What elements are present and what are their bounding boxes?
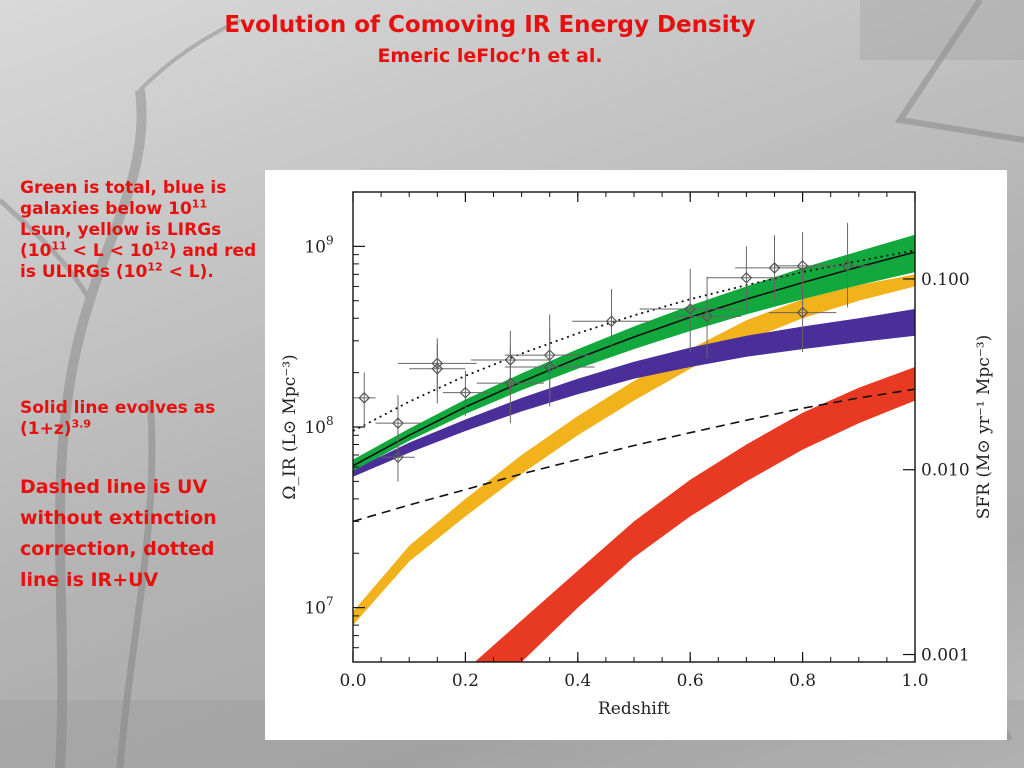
point-marker [841, 260, 854, 272]
data-point [572, 289, 651, 356]
x-tick-label: 0.6 [677, 671, 704, 691]
data-point [639, 268, 741, 353]
note-dashed-dotted: Dashed line is UV without extinction cor… [20, 472, 260, 596]
point-marker [392, 417, 404, 430]
data-point [353, 372, 376, 427]
note-text: Solid line evolves as (1+z) [20, 398, 216, 439]
note-text: ) and red is ULIRGs (10 [20, 241, 257, 282]
x-tick-label: 0.0 [339, 671, 366, 691]
point-marker [543, 361, 556, 373]
y-tick-exponent: 9 [326, 233, 334, 247]
y-tick-exponent: 8 [326, 414, 334, 428]
note-text: Dashed line is UV without extinction cor… [20, 476, 217, 591]
data-point [819, 222, 876, 308]
x-axis-title: Redshift [598, 699, 670, 719]
point-marker [684, 303, 697, 315]
x-tick-label: 0.2 [452, 671, 479, 691]
axes-layer: 0.0 0.2 0.4 0.6 0.8 1.0 107 108 109 0.001 0.010 0.1… [280, 191, 994, 719]
point-marker [431, 362, 444, 375]
data-point [409, 343, 466, 404]
note-exponent: 12 [153, 239, 169, 253]
band-below_1e11 [353, 309, 915, 477]
note-solid-line: Solid line evolves as (1+z)3.9 [20, 398, 260, 440]
point-marker [796, 260, 809, 272]
line-solid [353, 251, 915, 467]
y-tick-exponent: 7 [326, 595, 334, 609]
note-exponent: 3.9 [71, 417, 92, 431]
data-point [476, 346, 545, 424]
note-exponent: 11 [191, 197, 208, 211]
y-right-axis-title: SFR (M⊙ yr⁻¹ Mpc⁻³) [974, 335, 994, 520]
slide-subtitle: Emeric leFloc’h et al. [377, 45, 603, 67]
y-tick-label: 109 [304, 233, 333, 257]
note-text: Lsun, yellow is LIRGs (10 [20, 220, 222, 261]
note-exponent: 12 [147, 260, 163, 274]
point-marker [358, 392, 371, 404]
x-tick-label: 0.8 [789, 671, 816, 691]
point-marker [459, 386, 472, 399]
data-point [673, 276, 741, 359]
points-layer [353, 222, 876, 482]
point-marker [605, 315, 618, 328]
chart-panel: 0.0 0.2 0.4 0.6 0.8 1.0 107 108 109 0.001 0.010 0.1… [265, 170, 1007, 740]
x-tick-label: 1.0 [901, 671, 928, 691]
bands-layer [353, 234, 915, 662]
data-point [707, 246, 786, 311]
note-band-colors: Green is total, blue is galaxies below 1… [20, 178, 260, 283]
y-right-tick-label: 0.001 [921, 646, 970, 666]
note-text: < L < 10 [66, 241, 154, 261]
data-point [504, 328, 595, 407]
line-dashed [353, 388, 915, 523]
point-marker [701, 310, 713, 323]
note-text: < L). [162, 262, 214, 282]
y-tick-label: 107 [304, 595, 333, 619]
x-tick-label: 0.4 [564, 671, 591, 691]
note-exponent: 11 [51, 239, 67, 253]
y-right-tick-label: 0.010 [921, 461, 970, 481]
y-left-axis-title: Ω_IR (L⊙ Mpc⁻³) [280, 354, 300, 499]
band-ulirgs [474, 367, 915, 662]
point-marker [740, 271, 753, 284]
slide-title: Evolution of Comoving IR Energy Density [224, 12, 756, 38]
energy-density-chart: 0.0 0.2 0.4 0.6 0.8 1.0 107 108 109 0.001 0.010 0.1… [280, 191, 994, 719]
data-point [381, 431, 415, 482]
point-marker [796, 306, 809, 319]
point-marker [504, 377, 517, 389]
lines-layer [353, 249, 915, 523]
y-right-tick-label: 0.100 [921, 270, 970, 290]
point-marker [392, 451, 404, 464]
data-point [442, 370, 488, 417]
y-tick-label: 108 [304, 414, 333, 438]
note-text: Green is total, blue is galaxies below 1… [20, 178, 227, 219]
